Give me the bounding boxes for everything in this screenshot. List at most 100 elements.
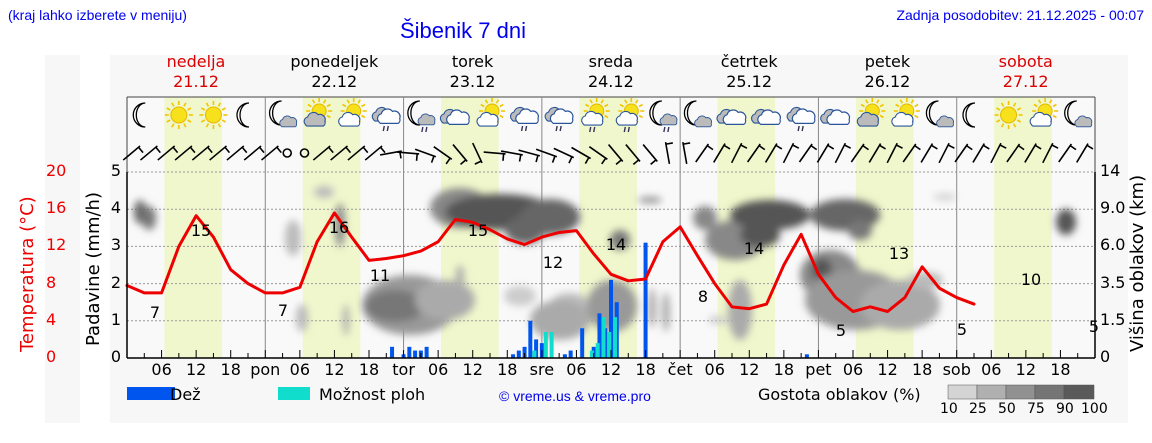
svg-text:18: 18 [221,360,241,379]
svg-text:7: 7 [278,301,288,320]
svg-text:15: 15 [468,221,488,240]
svg-text:12: 12 [1016,360,1036,379]
svg-text:06: 06 [981,360,1001,379]
svg-text:06: 06 [843,360,863,379]
svg-text:15: 15 [191,221,211,240]
axis-tick-label: 2 [110,272,121,292]
svg-text:06: 06 [151,360,171,379]
svg-text:sob: sob [943,360,971,379]
axis-tick-label: 6.0 [1100,235,1126,255]
svg-text:8: 8 [698,287,708,306]
day-name: četrtek [720,52,778,71]
svg-text:18: 18 [359,360,379,379]
day-name: torek [451,52,494,71]
svg-text:18: 18 [1050,360,1070,379]
axis-tick-label: 16 [46,198,67,218]
cloud-density-scale [947,384,1095,400]
day-header: ponedeljek 22.12 [265,52,403,92]
svg-text:06: 06 [428,360,448,379]
day-name: ponedeljek [290,52,379,71]
day-date: 22.12 [311,72,358,91]
svg-text:7: 7 [150,303,160,322]
day-date: 26.12 [864,72,911,91]
svg-text:12: 12 [324,360,344,379]
axis-tick-label: 3 [110,235,121,255]
x-ticks [143,350,1079,358]
day-date: 25.12 [726,72,773,91]
svg-text:pet: pet [805,360,831,379]
x-tick-labels: 06 12 18 pon 06 12 18 tor 06 12 18 sre 06 12 18 čet 06 12… [151,360,1070,379]
svg-text:5: 5 [836,321,846,340]
wind-barbs [122,142,1094,166]
svg-text:18: 18 [912,360,932,379]
day-header: nedelja 21.12 [127,52,265,92]
axis-tick-label: 14 [1100,161,1121,180]
day-name: sreda [588,52,634,71]
showers-legend-label: Možnost ploh [319,385,426,404]
daylight-bands [164,97,1052,358]
svg-text:06: 06 [566,360,586,379]
svg-text:12: 12 [601,360,621,379]
axis-tick-label: 1 [110,309,121,329]
svg-text:5: 5 [1089,317,1099,336]
svg-text:tor: tor [392,360,415,379]
density-tick-label: 50 [998,401,1016,417]
rain-legend-swatch [127,387,175,400]
svg-text:14: 14 [606,235,626,254]
svg-text:12: 12 [739,360,759,379]
day-header: četrtek 25.12 [680,52,818,92]
svg-text:čet: čet [668,360,693,379]
density-tick-label: 100 [1081,401,1108,417]
density-tick-label: 10 [940,401,958,417]
weather-icons [132,98,1093,133]
day-date: 21.12 [173,72,219,91]
day-header: sreda 24.12 [542,52,680,92]
rain-legend-label: Dež [170,385,201,404]
day-name: petek [864,52,911,71]
temperature-axis-panel [45,55,80,423]
axis-tick-label: 20 [46,161,67,180]
day-name: sobota [998,52,1053,71]
svg-text:06: 06 [705,360,725,379]
axis-tick-label: 4 [110,198,121,218]
day-date: 24.12 [587,72,634,91]
svg-text:18: 18 [774,360,794,379]
density-tick-label: 90 [1056,401,1074,417]
svg-text:13: 13 [889,244,909,263]
axis-tick-label: 3.5 [1100,272,1126,292]
svg-text:12: 12 [463,360,483,379]
svg-text:18: 18 [497,360,517,379]
day-header: torek 23.12 [404,52,542,92]
axis-tick-label: 0 [46,347,57,366]
density-tick-label: 75 [1027,401,1045,417]
axis-tick-label: 4 [46,309,57,329]
temperature-labels: 7 15 7 16 11 15 12 14 8 14 5 13 5 10 5 [150,218,1099,340]
axis-tick-label: 9.0 [1100,198,1126,218]
page-title: Šibenik 7 dni [400,18,526,43]
axis-tick-label: 0 [1100,347,1111,366]
showers-legend-swatch [278,387,310,400]
cloud-density-legend-label: Gostota oblakov (%) [758,385,921,404]
axis-tick-label: 12 [46,235,67,255]
axis-tick-label: 8 [46,272,57,292]
axis-tick-label: 0 [110,347,121,366]
day-name: nedelja [166,52,226,71]
svg-text:12: 12 [543,253,563,272]
svg-text:10: 10 [1021,270,1041,289]
svg-text:11: 11 [370,266,390,285]
density-tick-label: 25 [969,401,987,417]
region-note[interactable]: (kraj lahko izberete v meniju) [8,7,187,23]
svg-text:14: 14 [744,239,764,258]
svg-text:18: 18 [635,360,655,379]
temperature-line [125,211,976,313]
axis-tick-label: 1.5 [1100,309,1126,329]
day-date: 23.12 [449,72,496,91]
svg-text:5: 5 [957,320,967,339]
last-update: Zadnja posodobitev: 21.12.2025 - 00:07 [896,7,1144,23]
day-header: sobota 27.12 [957,52,1095,92]
copyright-link[interactable]: © vreme.us & vreme.pro [499,388,651,404]
svg-text:12: 12 [877,360,897,379]
cloud-density [134,186,1076,340]
svg-text:12: 12 [186,360,206,379]
